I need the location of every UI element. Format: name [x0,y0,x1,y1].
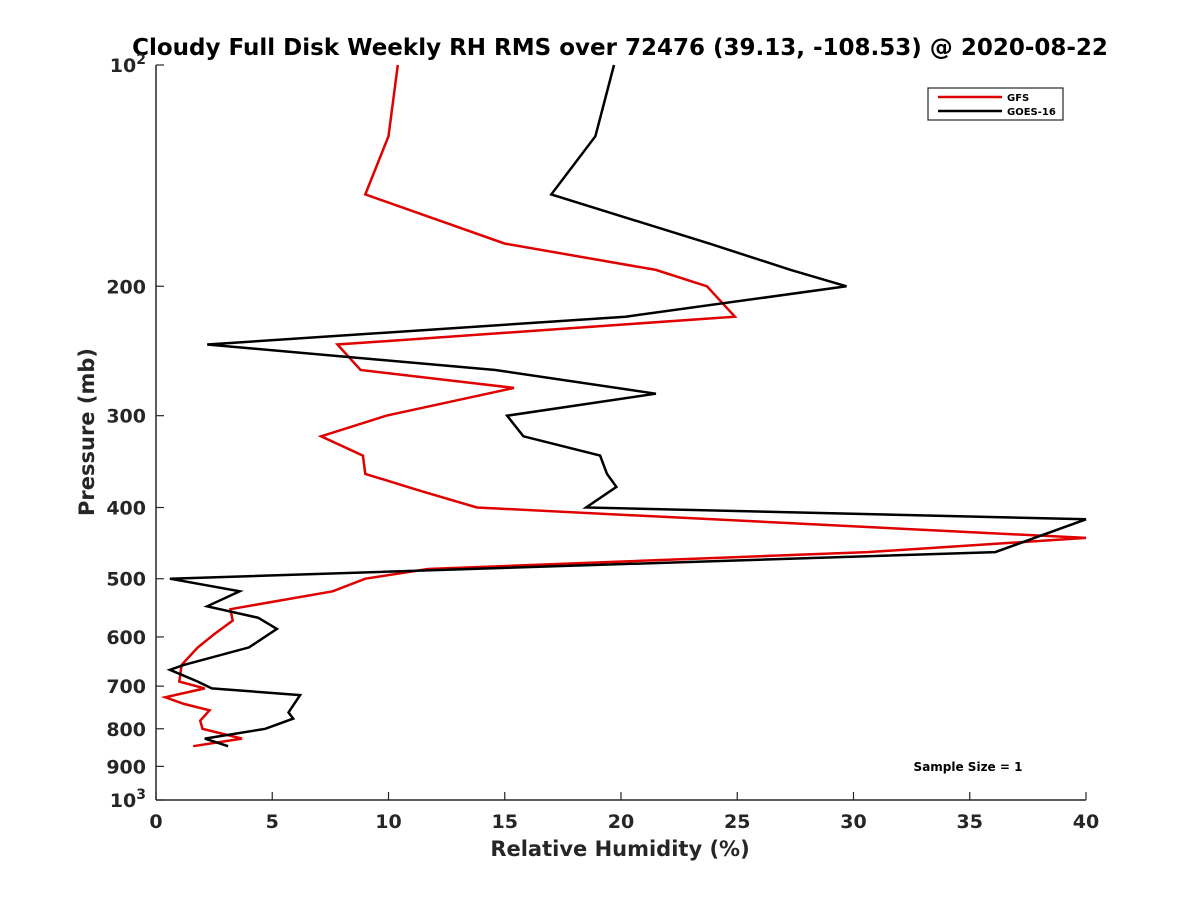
legend: GFS GOES-16 [927,87,1064,121]
x-tick-label: 30 [840,811,866,833]
x-ticks: 0 5 10 15 20 25 30 35 40 [149,792,1099,833]
legend-label-gfs: GFS [1007,93,1029,104]
x-tick-label: 15 [492,811,518,833]
series-line-gfs [160,64,1087,748]
y-tick-label: 900 [106,756,146,778]
y-tick-label: 102 [110,52,146,77]
y-tick-label: 200 [106,276,146,298]
chart-title: Cloudy Full Disk Weekly RH RMS over 7247… [132,35,1108,61]
y-tick-label: 400 [106,498,146,520]
y-tick-label: 600 [106,627,146,649]
x-tick-label: 35 [957,811,983,833]
x-tick-label: 10 [375,811,401,833]
y-tick-label: 800 [106,719,146,741]
series-line-goes16 [166,64,1087,748]
y-axis-label: Pressure (mb) [75,348,99,516]
y-tick-label: 103 [110,787,146,812]
legend-label-goes16: GOES-16 [1007,107,1056,118]
legend-box [927,87,1064,121]
sample-size-annotation: Sample Size = 1 [914,760,1023,774]
x-tick-label: 0 [149,811,162,833]
y-tick-label: 300 [106,406,146,428]
y-tick-label: 700 [106,676,146,698]
y-ticks: 102 200 300 400 500 600 700 800 900 103 [106,52,164,812]
x-tick-label: 40 [1073,811,1099,833]
y-tick-label: 500 [106,569,146,591]
x-axis-label: Relative Humidity (%) [490,837,749,861]
x-tick-label: 25 [724,811,750,833]
series-layer [160,64,1087,748]
x-tick-label: 20 [608,811,634,833]
x-tick-label: 5 [266,811,279,833]
